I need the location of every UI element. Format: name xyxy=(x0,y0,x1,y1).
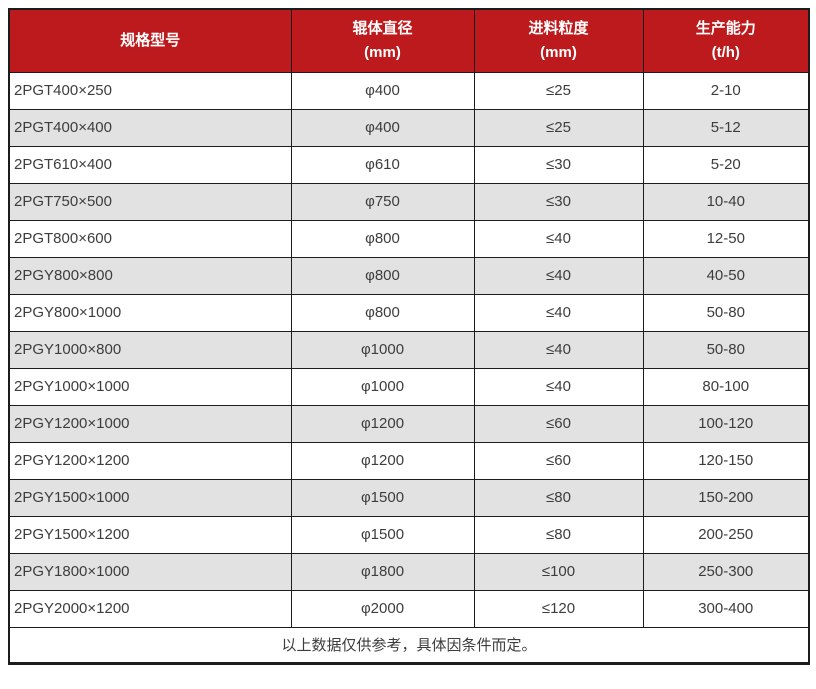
model-cell: 2PGY800×1000 xyxy=(8,293,292,332)
capacity-cell: 2-10 xyxy=(642,71,810,110)
feed-size-cell: ≤40 xyxy=(473,367,644,406)
model-cell: 2PGT400×400 xyxy=(8,108,292,147)
feed-size-cell: ≤40 xyxy=(473,293,644,332)
capacity-cell: 50-80 xyxy=(642,293,810,332)
model-cell: 2PGY1800×1000 xyxy=(8,552,292,591)
table-body: 2PGT400×250 φ400 ≤25 2-10 2PGT400×400 φ400 ≤25… xyxy=(8,71,810,628)
table-row: 2PGY800×1000 φ800 ≤40 50-80 xyxy=(8,293,810,332)
header-feed-size-title: 进料粒度 xyxy=(528,19,589,37)
table-row: 2PGT400×400 φ400 ≤25 5-12 xyxy=(8,108,810,147)
model-cell: 2PGY2000×1200 xyxy=(8,589,292,628)
model-cell: 2PGY1500×1000 xyxy=(8,478,292,517)
header-model-title: 规格型号 xyxy=(120,31,181,49)
table-row: 2PGY1000×800 φ1000 ≤40 50-80 xyxy=(8,330,810,369)
roller-diameter-cell: φ400 xyxy=(290,108,475,147)
model-cell: 2PGY1000×800 xyxy=(8,330,292,369)
table-row: 2PGY800×800 φ800 ≤40 40-50 xyxy=(8,256,810,295)
feed-size-cell: ≤40 xyxy=(473,219,644,258)
roller-diameter-cell: φ800 xyxy=(290,256,475,295)
capacity-cell: 120-150 xyxy=(642,441,810,480)
model-cell: 2PGY1200×1000 xyxy=(8,404,292,443)
feed-size-cell: ≤60 xyxy=(473,441,644,480)
feed-size-cell: ≤25 xyxy=(473,108,644,147)
capacity-cell: 12-50 xyxy=(642,219,810,258)
capacity-cell: 150-200 xyxy=(642,478,810,517)
feed-size-cell: ≤120 xyxy=(473,589,644,628)
roller-diameter-cell: φ750 xyxy=(290,182,475,221)
feed-size-cell: ≤80 xyxy=(473,478,644,517)
roller-diameter-cell: φ2000 xyxy=(290,589,475,628)
table-row: 2PGY2000×1200 φ2000 ≤120 300-400 xyxy=(8,589,810,628)
header-capacity-unit: (t/h) xyxy=(711,43,740,61)
table-row: 2PGT800×600 φ800 ≤40 12-50 xyxy=(8,219,810,258)
header-feed-size-unit: (mm) xyxy=(540,43,577,61)
feed-size-cell: ≤40 xyxy=(473,256,644,295)
header-roller-diameter-title: 辊体直径 xyxy=(352,19,413,37)
model-cell: 2PGT800×600 xyxy=(8,219,292,258)
table-header: 规格型号 辊体直径 (mm) 进料粒度 (mm) 生产能力 (t/h) xyxy=(8,8,810,73)
table-row: 2PGY1200×1200 φ1200 ≤60 120-150 xyxy=(8,441,810,480)
capacity-cell: 5-12 xyxy=(642,108,810,147)
capacity-cell: 300-400 xyxy=(642,589,810,628)
header-roller-diameter: 辊体直径 (mm) xyxy=(290,8,475,73)
header-feed-size: 进料粒度 (mm) xyxy=(473,8,644,73)
roller-diameter-cell: φ1000 xyxy=(290,330,475,369)
roller-diameter-cell: φ1500 xyxy=(290,478,475,517)
header-capacity: 生产能力 (t/h) xyxy=(642,8,810,73)
roller-diameter-cell: φ610 xyxy=(290,145,475,184)
footer-row: 以上数据仅供参考，具体因条件而定。 xyxy=(8,626,810,664)
roller-diameter-cell: φ400 xyxy=(290,71,475,110)
table-row: 2PGY1800×1000 φ1800 ≤100 250-300 xyxy=(8,552,810,591)
feed-size-cell: ≤30 xyxy=(473,145,644,184)
table-row: 2PGT610×400 φ610 ≤30 5-20 xyxy=(8,145,810,184)
roller-diameter-cell: φ1800 xyxy=(290,552,475,591)
feed-size-cell: ≤100 xyxy=(473,552,644,591)
header-model: 规格型号 xyxy=(8,8,292,73)
table-row: 2PGT400×250 φ400 ≤25 2-10 xyxy=(8,71,810,110)
model-cell: 2PGY1200×1200 xyxy=(8,441,292,480)
roller-diameter-cell: φ800 xyxy=(290,219,475,258)
capacity-cell: 10-40 xyxy=(642,182,810,221)
model-cell: 2PGY1000×1000 xyxy=(8,367,292,406)
model-cell: 2PGT750×500 xyxy=(8,182,292,221)
roller-diameter-cell: φ1200 xyxy=(290,441,475,480)
model-cell: 2PGY1500×1200 xyxy=(8,515,292,554)
feed-size-cell: ≤40 xyxy=(473,330,644,369)
model-cell: 2PGY800×800 xyxy=(8,256,292,295)
capacity-cell: 80-100 xyxy=(642,367,810,406)
header-row: 规格型号 辊体直径 (mm) 进料粒度 (mm) 生产能力 (t/h) xyxy=(8,8,810,73)
table-row: 2PGT750×500 φ750 ≤30 10-40 xyxy=(8,182,810,221)
capacity-cell: 250-300 xyxy=(642,552,810,591)
model-cell: 2PGT400×250 xyxy=(8,71,292,110)
feed-size-cell: ≤25 xyxy=(473,71,644,110)
roller-diameter-cell: φ800 xyxy=(290,293,475,332)
capacity-cell: 5-20 xyxy=(642,145,810,184)
capacity-cell: 50-80 xyxy=(642,330,810,369)
capacity-cell: 40-50 xyxy=(642,256,810,295)
spec-table: 规格型号 辊体直径 (mm) 进料粒度 (mm) 生产能力 (t/h) 2PGT… xyxy=(8,8,810,665)
table-row: 2PGY1500×1000 φ1500 ≤80 150-200 xyxy=(8,478,810,517)
header-capacity-title: 生产能力 xyxy=(695,19,756,37)
capacity-cell: 100-120 xyxy=(642,404,810,443)
roller-diameter-cell: φ1000 xyxy=(290,367,475,406)
feed-size-cell: ≤30 xyxy=(473,182,644,221)
footer-note: 以上数据仅供参考，具体因条件而定。 xyxy=(8,626,810,664)
model-cell: 2PGT610×400 xyxy=(8,145,292,184)
table-row: 2PGY1500×1200 φ1500 ≤80 200-250 xyxy=(8,515,810,554)
feed-size-cell: ≤60 xyxy=(473,404,644,443)
feed-size-cell: ≤80 xyxy=(473,515,644,554)
roller-diameter-cell: φ1200 xyxy=(290,404,475,443)
capacity-cell: 200-250 xyxy=(642,515,810,554)
roller-diameter-cell: φ1500 xyxy=(290,515,475,554)
header-roller-diameter-unit: (mm) xyxy=(364,43,401,61)
table-row: 2PGY1200×1000 φ1200 ≤60 100-120 xyxy=(8,404,810,443)
table-row: 2PGY1000×1000 φ1000 ≤40 80-100 xyxy=(8,367,810,406)
table-footer: 以上数据仅供参考，具体因条件而定。 xyxy=(8,626,810,664)
